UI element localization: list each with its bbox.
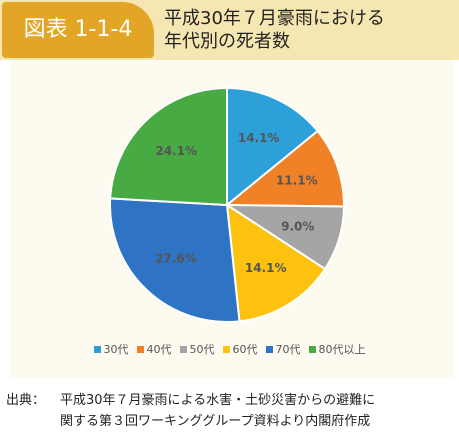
data-label-6: 24.1%	[155, 144, 197, 158]
legend-label-1: 30代	[103, 343, 129, 356]
legend-item-4: 60代	[222, 341, 258, 357]
source-note: 出典： 平成30年７月豪雨による水害・土砂災害からの避難に 関する第３回ワーキンググ…	[6, 390, 458, 432]
legend-item-3: 50代	[179, 341, 215, 357]
pie-slice-1	[226, 86, 320, 208]
legend-label-2: 40代	[146, 343, 172, 356]
data-label-3: 9.0%	[281, 220, 314, 234]
chart-title-line-2: 年代別の死者数	[164, 31, 290, 52]
chart-title-line-1: 平成30年７月豪雨における	[164, 8, 385, 29]
legend-swatch-4	[222, 346, 230, 353]
legend-swatch-5	[265, 346, 273, 353]
legend-label-3: 50代	[189, 343, 215, 356]
data-label-1: 14.1%	[238, 131, 280, 145]
legend-swatch-3	[179, 346, 187, 353]
legend-item-5: 70代	[265, 341, 301, 357]
source-prefix: 出典：	[6, 393, 46, 408]
figure-label: 図表 1-1-4	[2, 2, 154, 58]
legend-swatch-1	[93, 346, 101, 353]
data-label-2: 11.1%	[276, 174, 318, 188]
legend-swatch-6	[308, 346, 316, 353]
source-line-1: 平成30年７月豪雨による水害・土砂災害からの避難に	[60, 393, 376, 408]
source-text: 平成30年７月豪雨による水害・土砂災害からの避難に 関する第３回ワーキンググループ…	[60, 390, 375, 432]
legend-swatch-2	[136, 346, 144, 353]
legend-label-4: 60代	[232, 343, 258, 356]
legend-item-2: 40代	[136, 341, 172, 357]
legend-item-1: 30代	[93, 341, 129, 357]
chart-title: 平成30年７月豪雨における 年代別の死者数	[164, 7, 454, 53]
pie-slice-5	[109, 197, 241, 323]
legend: 30代 40代 50代 60代 70代 80代以上	[0, 341, 459, 357]
source-line-2: 関する第３回ワーキンググループ資料より内閣府作成	[60, 414, 371, 429]
pie-slice-4	[225, 203, 327, 323]
pie-slice-2	[224, 129, 345, 208]
pie-slices	[109, 86, 346, 323]
pie-labels: 14.1% 11.1% 9.0% 14.1% 27.6% 24.1%	[155, 131, 317, 275]
legend-label-5: 70代	[275, 343, 301, 356]
pie-slice-6	[109, 86, 228, 207]
legend-label-6: 80代以上	[318, 343, 366, 356]
data-label-4: 14.1%	[245, 261, 287, 275]
legend-item-6: 80代以上	[308, 341, 366, 357]
data-label-5: 27.6%	[155, 252, 197, 266]
title-banner: 図表 1-1-4 平成30年７月豪雨における 年代別の死者数	[0, 0, 459, 60]
